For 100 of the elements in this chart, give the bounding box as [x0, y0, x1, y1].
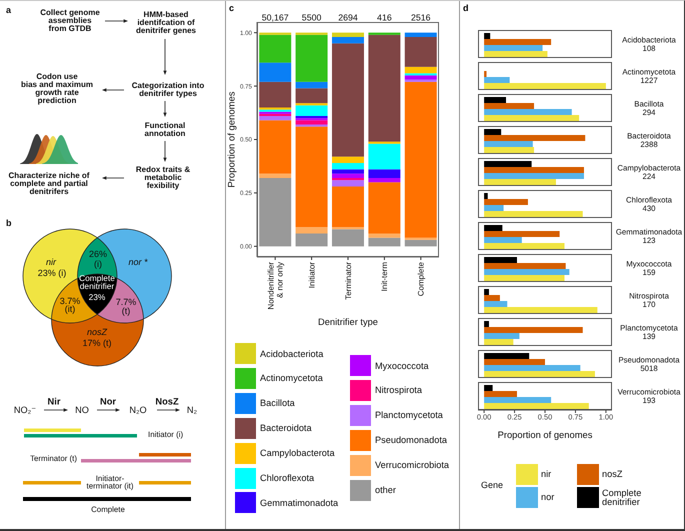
bar — [484, 231, 560, 238]
annotation: 416 — [377, 12, 392, 23]
text: Functional annotation — [144, 120, 186, 138]
bar — [368, 144, 400, 170]
bar — [259, 62, 292, 82]
legend-label: Gemmatimonadota — [260, 498, 338, 508]
text: Complete denitrifier — [79, 272, 116, 291]
text: a — [6, 5, 12, 16]
x-tick-label: Complete — [416, 261, 426, 296]
bar — [296, 227, 328, 234]
bar — [484, 307, 598, 314]
legend-label: Pseudomonadota — [375, 435, 448, 446]
bar — [404, 240, 437, 246]
bar — [404, 66, 437, 74]
legend-label: Planctomycetota — [375, 410, 443, 420]
bar — [484, 225, 502, 232]
bar — [296, 34, 328, 82]
bar — [484, 173, 584, 180]
bar — [484, 263, 566, 270]
bar — [404, 82, 437, 238]
legend-label: Nitrospirota — [375, 385, 422, 396]
bar — [484, 71, 487, 78]
text: nir — [46, 257, 57, 268]
bar — [259, 116, 292, 120]
bar — [484, 359, 545, 366]
annotation: 2694 — [338, 12, 358, 23]
bar — [296, 120, 328, 125]
bar — [484, 129, 502, 136]
bar — [368, 182, 400, 234]
bar — [332, 163, 364, 170]
bar — [484, 51, 548, 58]
bar — [484, 371, 595, 378]
text: NO — [75, 405, 89, 416]
bar — [484, 83, 606, 90]
text: Collect genome assemblies from GTDB — [40, 8, 100, 33]
bar — [484, 77, 510, 84]
bar — [404, 75, 437, 80]
legend-label: Bacteroidota — [260, 423, 312, 434]
text: NO₂⁻ — [14, 405, 36, 416]
bar — [484, 45, 543, 52]
bar — [484, 365, 580, 372]
annotation: 2516 — [411, 12, 431, 23]
bar — [484, 115, 580, 122]
bar — [484, 275, 564, 282]
bar — [484, 353, 530, 360]
bar — [484, 257, 517, 264]
text: N₂O — [129, 405, 147, 416]
bar — [484, 167, 584, 174]
bar — [259, 82, 292, 108]
x-tick-label: Initiator — [307, 262, 316, 288]
x-tick-label: Terminator — [344, 262, 353, 300]
legend-label: nor — [541, 492, 554, 502]
bar — [484, 193, 488, 200]
legend-label: Chloroflexota — [260, 473, 314, 483]
bar — [368, 238, 400, 246]
annotation: 50,167 — [262, 12, 289, 23]
bar — [484, 211, 583, 218]
legend-label: nir — [541, 468, 552, 480]
legend-label: Actinomycetota — [260, 373, 323, 384]
bar — [296, 234, 328, 246]
text: NosZ — [155, 396, 179, 406]
legend-title: Gene — [481, 480, 504, 490]
bar — [484, 135, 586, 142]
bar — [484, 403, 589, 410]
legend-label: Acidobacteriota — [260, 348, 324, 358]
bar — [404, 36, 437, 67]
text: N₂ — [186, 405, 198, 416]
annotation: 5500 — [302, 12, 322, 23]
bar — [484, 179, 556, 186]
bar — [484, 199, 528, 206]
y-axis-title: Proportion of genomes — [226, 91, 238, 188]
bar — [332, 169, 364, 174]
bar — [368, 178, 400, 182]
bar — [484, 141, 533, 148]
text: Categorization into denitrifer types — [132, 80, 204, 98]
bar — [484, 339, 514, 346]
bar — [484, 39, 552, 46]
text: 3.7% — [60, 296, 80, 306]
text: Characterize niche of complete and partial denitrifers — [8, 170, 90, 196]
bar — [484, 391, 517, 398]
bar — [332, 178, 364, 180]
bar — [259, 120, 292, 174]
bar — [332, 186, 364, 228]
bar — [332, 229, 364, 246]
bar — [484, 397, 552, 404]
legend-label: Verrucomicrobiota — [375, 460, 450, 470]
bar — [484, 333, 520, 340]
bar — [484, 301, 508, 308]
bar — [484, 109, 572, 116]
text: Nir — [48, 396, 61, 406]
text: nor * — [128, 257, 148, 268]
bar — [484, 161, 532, 168]
legend-label: other — [375, 485, 396, 495]
bar — [484, 97, 506, 104]
bar — [259, 174, 292, 178]
text: nosZ — [86, 327, 108, 338]
bar — [484, 327, 583, 334]
bar — [484, 103, 534, 110]
bar — [332, 174, 364, 178]
legend-label: Bacillota — [260, 398, 295, 408]
